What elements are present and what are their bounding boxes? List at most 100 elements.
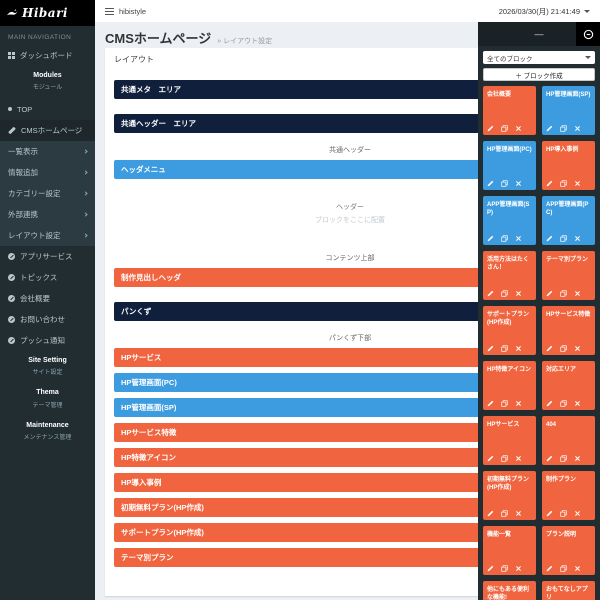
edit-pencil-icon[interactable] [487, 400, 494, 407]
panel-collapse-handle[interactable]: — [534, 29, 544, 39]
edit-pencil-icon[interactable] [546, 290, 553, 297]
block-card[interactable]: HP特徴アイコン [483, 361, 536, 410]
close-icon[interactable] [574, 180, 581, 187]
edit-pencil-icon[interactable] [487, 125, 494, 132]
layout-row[interactable]: HP管理画面(PC) [114, 373, 586, 392]
copy-icon[interactable] [501, 180, 508, 187]
block-card[interactable]: APP管理画面(PC) [542, 196, 595, 245]
copy-icon[interactable] [560, 235, 567, 242]
close-icon[interactable] [574, 565, 581, 572]
layout-row[interactable]: HP特徴アイコン [114, 448, 586, 467]
block-card[interactable]: プラン説明 [542, 526, 595, 575]
sidebar-item[interactable]: カテゴリー設定 [0, 182, 95, 204]
block-card[interactable]: HP導入事例 [542, 141, 595, 190]
sidebar-item[interactable]: トピックス [0, 267, 95, 288]
block-card[interactable]: 初期無料プラン(HP作成) [483, 471, 536, 520]
edit-pencil-icon[interactable] [546, 455, 553, 462]
edit-pencil-icon[interactable] [546, 180, 553, 187]
block-card[interactable]: 機能一覧 [483, 526, 536, 575]
block-card[interactable]: サポートプラン(HP作成) [483, 306, 536, 355]
block-filter-select[interactable]: 全てのブロック [483, 51, 595, 64]
close-icon[interactable] [515, 400, 522, 407]
layout-row[interactable]: 制作見出しヘッダ [114, 268, 586, 287]
sidebar-item[interactable]: 外部連携 [0, 203, 95, 225]
copy-icon[interactable] [560, 565, 567, 572]
copy-icon[interactable] [501, 510, 508, 517]
edit-pencil-icon[interactable] [487, 235, 494, 242]
copy-icon[interactable] [501, 235, 508, 242]
create-block-button[interactable]: ＋ ブロック作成 [483, 68, 595, 81]
close-icon[interactable] [574, 510, 581, 517]
close-icon[interactable] [574, 235, 581, 242]
block-card[interactable]: HPサービス [483, 416, 536, 465]
sidebar-item[interactable]: 一覧表示 [0, 140, 95, 162]
copy-icon[interactable] [560, 510, 567, 517]
block-card[interactable]: おもてなしアプリ [542, 581, 595, 600]
close-icon[interactable] [574, 125, 581, 132]
block-card[interactable]: 対応エリア [542, 361, 595, 410]
copy-icon[interactable] [560, 400, 567, 407]
block-card[interactable]: HP管理画面(SP) [542, 86, 595, 135]
close-icon[interactable] [574, 400, 581, 407]
sidebar-item[interactable]: プッシュ通知 [0, 330, 95, 351]
circle-minus-icon[interactable] [576, 22, 600, 46]
layout-row[interactable]: 共通ヘッダー [114, 145, 586, 155]
block-card[interactable]: テーマ別プラン [542, 251, 595, 300]
layout-row[interactable]: 共通ヘッダー エリア [114, 114, 586, 133]
block-card[interactable]: HPサービス特徴 [542, 306, 595, 355]
close-icon[interactable] [515, 235, 522, 242]
layout-row[interactable]: パンくず [114, 302, 586, 321]
edit-pencil-icon[interactable] [487, 345, 494, 352]
copy-icon[interactable] [501, 125, 508, 132]
sidebar-item[interactable]: レイアウト設定 [0, 224, 95, 246]
layout-row[interactable]: コンテンツ上部 [114, 253, 586, 263]
block-card[interactable]: 活用方法はたくさん！ [483, 251, 536, 300]
close-icon[interactable] [515, 510, 522, 517]
block-card[interactable]: HP管理画面(PC) [483, 141, 536, 190]
layout-row[interactable]: HPサービス特徴 [114, 423, 586, 442]
copy-icon[interactable] [560, 345, 567, 352]
hamburger-menu-icon[interactable] [105, 7, 114, 15]
block-card[interactable]: APP管理画面(SP) [483, 196, 536, 245]
edit-pencil-icon[interactable] [546, 125, 553, 132]
layout-row[interactable]: 初期無料プラン(HP作成) [114, 498, 586, 517]
layout-row[interactable]: HP管理画面(SP) [114, 398, 586, 417]
copy-icon[interactable] [501, 345, 508, 352]
sidebar-item[interactable]: アプリサービス [0, 246, 95, 267]
block-card[interactable]: 404 [542, 416, 595, 465]
layout-row[interactable]: 共通メタ エリア [114, 80, 586, 99]
datetime-dropdown[interactable]: 2026/03/30(月) 21:41:49 [499, 6, 590, 17]
block-card[interactable]: 会社概要 [483, 86, 536, 135]
edit-pencil-icon[interactable] [487, 455, 494, 462]
layout-row[interactable]: パンくず下部 [114, 333, 586, 343]
copy-icon[interactable] [501, 400, 508, 407]
edit-pencil-icon[interactable] [546, 565, 553, 572]
edit-pencil-icon[interactable] [546, 235, 553, 242]
close-icon[interactable] [574, 455, 581, 462]
edit-pencil-icon[interactable] [487, 180, 494, 187]
edit-pencil-icon[interactable] [546, 510, 553, 517]
edit-pencil-icon[interactable] [546, 400, 553, 407]
copy-icon[interactable] [560, 125, 567, 132]
layout-row[interactable]: ヘッダー ブロックをここに配置 [114, 185, 586, 241]
sidebar-item[interactable]: CMSホームページ [0, 119, 95, 141]
edit-pencil-icon[interactable] [487, 565, 494, 572]
edit-pencil-icon[interactable] [487, 290, 494, 297]
layout-row[interactable]: HP導入事例 [114, 473, 586, 492]
app-logo[interactable]: Hibari [0, 0, 95, 26]
block-card[interactable]: 制作プラン [542, 471, 595, 520]
copy-icon[interactable] [560, 290, 567, 297]
layout-row[interactable]: ヘッダメニュ [114, 160, 586, 179]
close-icon[interactable] [515, 455, 522, 462]
edit-pencil-icon[interactable] [487, 510, 494, 517]
close-icon[interactable] [574, 345, 581, 352]
layout-row[interactable]: サポートプラン(HP作成) [114, 523, 586, 542]
copy-icon[interactable] [501, 290, 508, 297]
layout-row[interactable]: HPサービス [114, 348, 586, 367]
sidebar-item[interactable]: 会社概要 [0, 288, 95, 309]
copy-icon[interactable] [560, 180, 567, 187]
close-icon[interactable] [515, 290, 522, 297]
close-icon[interactable] [515, 345, 522, 352]
close-icon[interactable] [515, 565, 522, 572]
layout-row[interactable]: テーマ別プラン [114, 548, 586, 567]
